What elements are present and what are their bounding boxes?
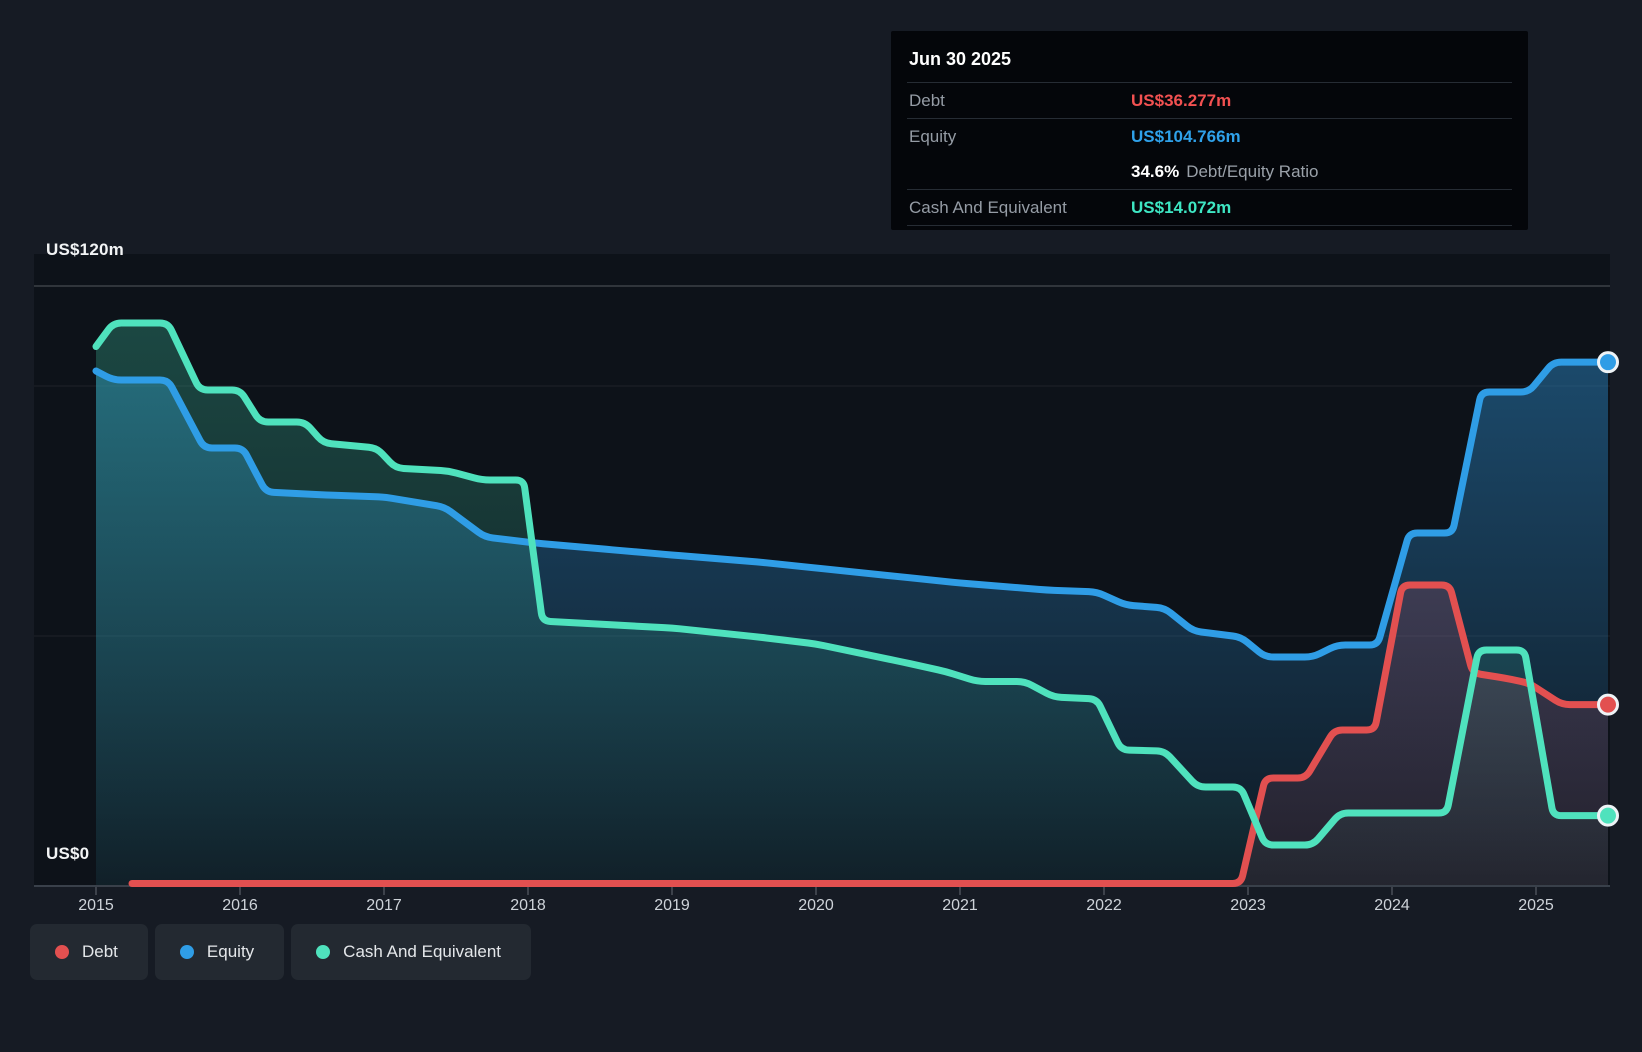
- tooltip-ratio-label: Debt/Equity Ratio: [1186, 161, 1319, 181]
- x-axis-label-2025: 2025: [1518, 897, 1554, 914]
- tooltip-ratio-row: 34.6% Debt/Equity Ratio: [907, 154, 1512, 190]
- tooltip-debt-row: Debt US$36.277m: [907, 83, 1512, 119]
- equity-end-marker: [1597, 351, 1619, 374]
- chart-tooltip: Jun 30 2025 Debt US$36.277m Equity US$10…: [891, 31, 1528, 230]
- x-axis-label-2020: 2020: [798, 897, 834, 914]
- y-axis-label-0: US$0: [46, 844, 90, 863]
- x-axis-label-2023: 2023: [1230, 897, 1266, 914]
- x-axis-label-2022: 2022: [1086, 897, 1122, 914]
- legend-label-cash: Cash And Equivalent: [343, 942, 502, 961]
- tooltip-ratio-value: 34.6%: [1131, 161, 1180, 181]
- tooltip-cash-value: US$14.072m: [1131, 197, 1232, 217]
- debt-area-fill: [132, 585, 1608, 886]
- tooltip-debt-label: Debt: [909, 90, 945, 110]
- debt-legend-dot-icon: [55, 945, 69, 959]
- legend-label-equity: Equity: [206, 942, 255, 961]
- chart-legend: Debt Equity Cash And Equivalent: [30, 924, 532, 980]
- tooltip-equity-value: US$104.766m: [1131, 126, 1241, 146]
- tooltip-equity-row: Equity US$104.766m: [907, 119, 1512, 154]
- cash-area-fill: [96, 323, 1608, 886]
- equity-legend-dot-icon: [179, 945, 194, 959]
- cash-line: [92, 319, 1612, 849]
- legend-item-cash[interactable]: Cash And Equivalent: [291, 924, 532, 980]
- equity-line: [92, 358, 1612, 661]
- tooltip-cash-row: Cash And Equivalent US$14.072m: [907, 190, 1512, 226]
- debt-end-marker: [1597, 693, 1619, 716]
- x-axis-label-2019: 2019: [654, 897, 690, 914]
- tooltip-equity-label: Equity: [909, 126, 957, 146]
- x-axis-label-2024: 2024: [1374, 897, 1410, 914]
- legend-item-equity[interactable]: Equity: [154, 924, 285, 980]
- x-axis-label-2021: 2021: [942, 897, 978, 914]
- tooltip-date: Jun 30 2025: [907, 41, 1512, 83]
- tooltip-cash-label: Cash And Equivalent: [909, 197, 1067, 217]
- debt-line: [128, 581, 1612, 887]
- legend-label-debt: Debt: [82, 942, 118, 961]
- x-axis-label-2018: 2018: [510, 897, 546, 914]
- x-axis-label-2017: 2017: [366, 897, 402, 914]
- cash-end-marker: [1597, 804, 1619, 827]
- x-axis-label-2016: 2016: [222, 897, 258, 914]
- cash-legend-dot-icon: [316, 945, 331, 959]
- x-axis-label-2015: 2015: [78, 897, 114, 914]
- y-axis-label-120m: US$120m: [46, 240, 124, 259]
- tooltip-debt-value: US$36.277m: [1131, 90, 1232, 110]
- legend-item-debt[interactable]: Debt: [30, 924, 148, 980]
